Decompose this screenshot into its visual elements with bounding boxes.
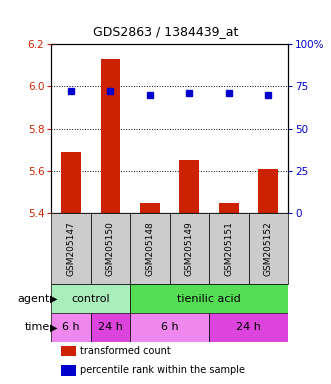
Bar (130, 284, 288, 313)
Text: GSM205149: GSM205149 (185, 221, 194, 276)
Bar (61, 365, 76, 376)
Text: ▶: ▶ (50, 293, 58, 304)
Text: 24 h: 24 h (236, 322, 261, 333)
Bar (61, 152, 81, 213)
Bar (51, 284, 130, 313)
Bar (249, 213, 288, 284)
Bar (51, 313, 91, 342)
Text: agent: agent (17, 293, 50, 304)
Bar (61, 346, 76, 356)
Text: GSM205151: GSM205151 (224, 221, 233, 276)
Bar (209, 213, 249, 284)
Bar (179, 161, 199, 213)
Text: time: time (24, 322, 50, 333)
Bar (130, 213, 169, 284)
Text: GSM205148: GSM205148 (145, 221, 155, 276)
Bar (209, 313, 288, 342)
Bar (140, 203, 160, 213)
Text: percentile rank within the sample: percentile rank within the sample (80, 365, 245, 375)
Bar (219, 203, 239, 213)
Text: 6 h: 6 h (62, 322, 80, 333)
Bar (91, 213, 130, 284)
Bar (130, 313, 209, 342)
Bar (91, 313, 130, 342)
Bar (51, 213, 91, 284)
Text: ▶: ▶ (50, 322, 58, 333)
Bar (169, 213, 209, 284)
Text: transformed count: transformed count (80, 346, 171, 356)
Text: 6 h: 6 h (161, 322, 178, 333)
Text: GSM205152: GSM205152 (264, 221, 273, 276)
Text: GDS2863 / 1384439_at: GDS2863 / 1384439_at (93, 25, 238, 38)
Text: control: control (71, 293, 110, 304)
Text: tienilic acid: tienilic acid (177, 293, 241, 304)
Text: GSM205150: GSM205150 (106, 221, 115, 276)
Bar (101, 59, 120, 213)
Text: 24 h: 24 h (98, 322, 123, 333)
Bar (259, 169, 278, 213)
Text: GSM205147: GSM205147 (67, 221, 75, 276)
